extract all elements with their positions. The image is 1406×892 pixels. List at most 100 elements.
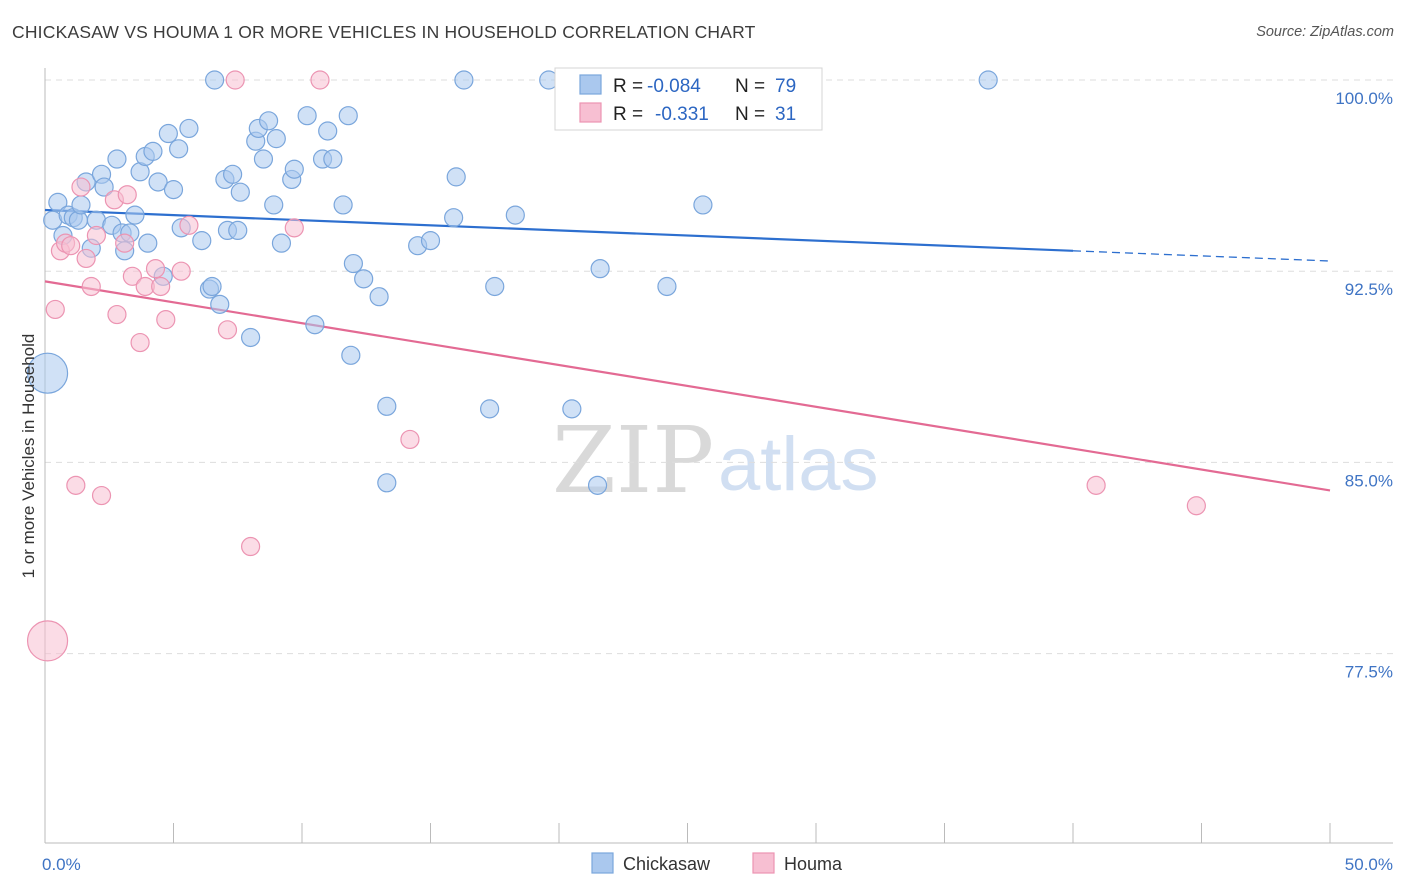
bottom-legend-label-houma: Houma — [784, 854, 843, 874]
x-ticks — [44, 823, 1331, 843]
point-houma-20 — [156, 310, 176, 330]
point-houma-27 — [310, 70, 330, 90]
point-chickasaw-73 — [587, 475, 608, 495]
trend-lines — [44, 208, 1331, 492]
point-chickasaw-30 — [192, 231, 212, 251]
point-houma-23 — [217, 320, 238, 340]
point-chickasaw-7 — [71, 195, 91, 215]
point-chickasaw-69 — [485, 276, 505, 297]
point-chickasaw-39 — [230, 182, 250, 202]
legend-n-label-chickasaw: N = — [735, 76, 765, 97]
point-chickasaw-66 — [446, 167, 466, 187]
point-houma-13 — [115, 233, 135, 253]
point-chickasaw-26 — [163, 180, 184, 200]
legend-r-label-houma: R = — [613, 104, 643, 125]
point-houma-18 — [145, 259, 166, 279]
legend-n-label-houma: N = — [735, 104, 765, 125]
point-houma-26 — [284, 218, 304, 238]
legend-r-value-houma: -0.331 — [655, 104, 709, 125]
point-chickasaw-64 — [420, 231, 441, 251]
point-chickasaw-27 — [169, 139, 189, 159]
point-chickasaw-38 — [228, 220, 248, 241]
point-chickasaw-2 — [48, 192, 68, 212]
legend-swatch-chickasaw — [579, 74, 602, 95]
legend-n-value-chickasaw: 79 — [775, 76, 796, 97]
point-chickasaw-72 — [562, 399, 582, 419]
point-houma-22 — [179, 215, 199, 235]
point-chickasaw-29 — [179, 118, 199, 139]
point-chickasaw-60 — [369, 287, 389, 307]
point-houma-5 — [66, 475, 86, 495]
point-chickasaw-43 — [253, 149, 274, 169]
point-chickasaw-67 — [454, 70, 474, 90]
point-houma-12 — [107, 304, 127, 325]
point-houma-8 — [81, 276, 101, 297]
point-houma-29 — [1086, 475, 1106, 495]
point-houma-28 — [400, 429, 420, 450]
y-axis-label: 1 or more Vehicles in Household — [19, 334, 38, 579]
trend-line-chickasaw — [44, 208, 1074, 252]
point-chickasaw-57 — [341, 345, 361, 365]
point-chickasaw-78 — [978, 70, 998, 90]
x-tick-label-min: 0.0% — [42, 855, 81, 874]
bottom-legend-swatch-chickasaw — [591, 852, 614, 874]
point-chickasaw-47 — [271, 233, 292, 253]
point-houma-25 — [241, 536, 261, 557]
point-chickasaw-37 — [223, 164, 243, 184]
point-chickasaw-74 — [590, 259, 610, 279]
source-credit: Source: ZipAtlas.com — [1256, 24, 1394, 40]
point-chickasaw-49 — [284, 159, 304, 179]
point-chickasaw-40 — [241, 327, 261, 348]
y-tick-labels: 100.0% 92.5% 85.0% 77.5% — [1335, 89, 1393, 682]
point-chickasaw-65 — [444, 208, 464, 228]
chart-title: CHICKASAW VS HOUMA 1 OR MORE VEHICLES IN… — [12, 22, 756, 42]
point-chickasaw-14 — [107, 149, 127, 169]
point-chickasaw-62 — [377, 473, 397, 493]
point-houma-9 — [86, 225, 107, 246]
point-chickasaw-70 — [505, 205, 525, 225]
watermark-zip: ZIP — [552, 407, 714, 514]
point-chickasaw-54 — [323, 149, 343, 169]
watermark-atlas: atlas — [718, 422, 879, 507]
bottom-legend-swatch-houma — [752, 852, 775, 874]
point-chickasaw-46 — [266, 129, 286, 149]
point-chickasaw-50 — [297, 106, 317, 126]
y-tick-label-2: 85.0% — [1345, 471, 1393, 490]
point-chickasaw-18 — [125, 205, 145, 225]
point-chickasaw-45 — [264, 195, 284, 215]
point-chickasaw-77 — [693, 195, 713, 215]
point-chickasaw-33 — [205, 70, 225, 90]
trend-line-chickasaw-extension — [1072, 250, 1331, 262]
bottom-legend-label-chickasaw: Chickasaw — [623, 854, 711, 874]
point-houma-24 — [225, 70, 245, 90]
point-houma-30 — [1186, 496, 1206, 516]
legend-box: R = -0.084 N = 79 R = -0.331 N = 31 — [554, 67, 823, 131]
point-houma-21 — [171, 261, 191, 281]
point-houma-10 — [91, 485, 112, 506]
point-chickasaw-0 — [26, 352, 69, 394]
point-houma-16 — [130, 332, 150, 353]
point-houma-6 — [71, 177, 91, 197]
point-houma-14 — [117, 185, 137, 205]
point-chickasaw-56 — [338, 106, 358, 126]
y-tick-label-0: 100.0% — [1335, 89, 1393, 108]
point-chickasaw-22 — [143, 141, 163, 161]
point-houma-0 — [26, 620, 69, 662]
point-chickasaw-21 — [138, 233, 158, 253]
point-chickasaw-61 — [377, 396, 397, 416]
y-tick-label-3: 77.5% — [1345, 663, 1393, 682]
point-chickasaw-34 — [210, 294, 230, 314]
point-chickasaw-53 — [318, 121, 338, 141]
point-houma-15 — [122, 266, 142, 286]
point-houma-7 — [76, 248, 96, 269]
point-chickasaw-23 — [148, 172, 168, 192]
point-chickasaw-59 — [354, 269, 374, 289]
bottom-legend: Chickasaw Houma — [591, 852, 843, 874]
legend-n-value-houma: 31 — [775, 104, 796, 125]
point-chickasaw-44 — [258, 111, 279, 131]
y-tick-label-1: 92.5% — [1345, 280, 1393, 299]
legend-r-value-chickasaw: -0.084 — [647, 76, 701, 97]
point-chickasaw-68 — [480, 399, 500, 419]
x-tick-label-max: 50.0% — [1345, 855, 1393, 874]
